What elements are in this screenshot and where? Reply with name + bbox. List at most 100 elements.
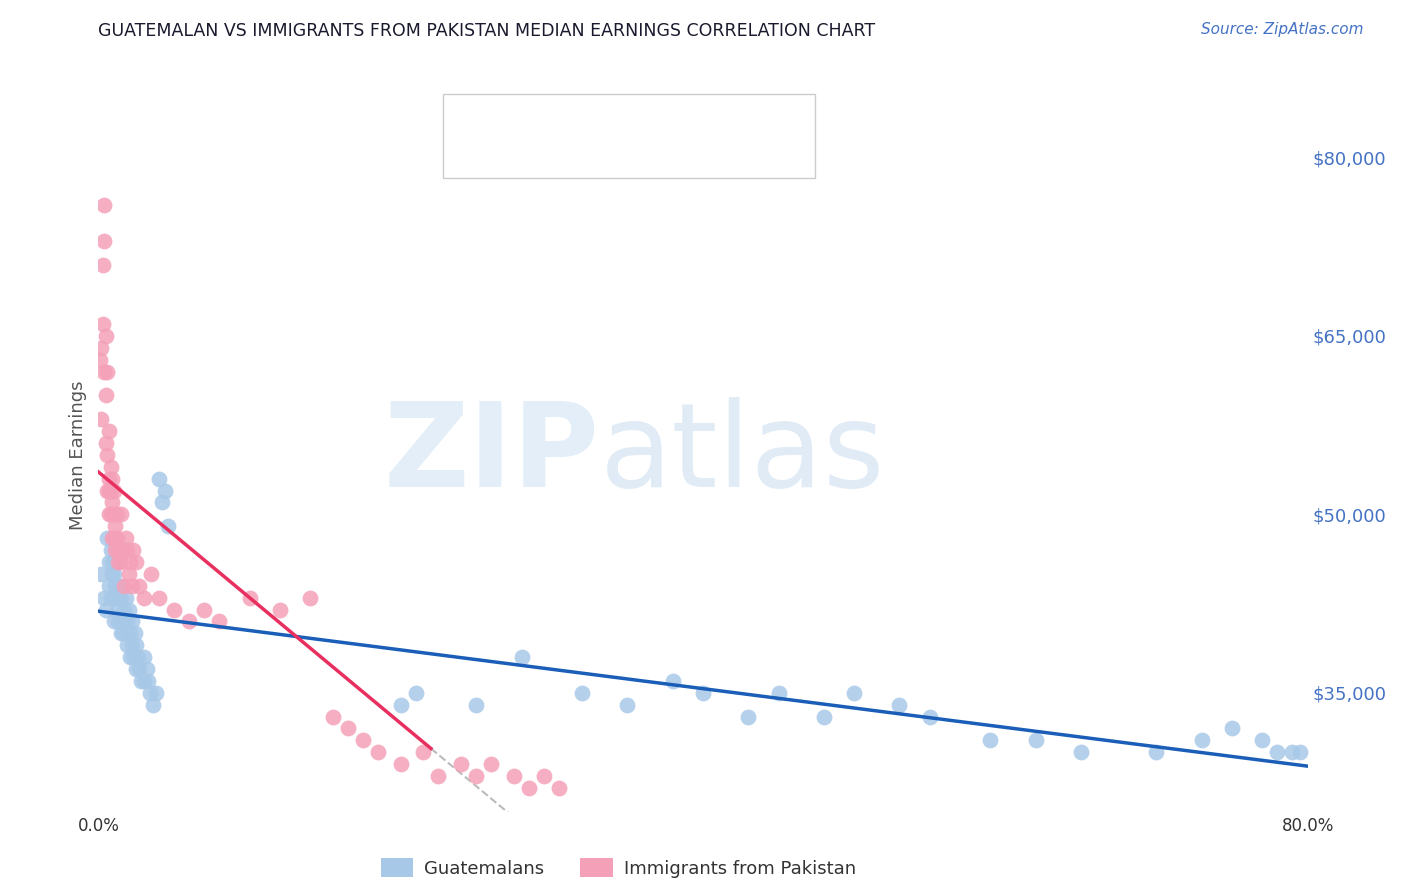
Point — [98, 424, 121, 438]
Point — [111, 543, 134, 558]
Point — [1289, 745, 1312, 759]
Point — [118, 566, 141, 581]
Point — [465, 698, 488, 712]
Point — [1281, 745, 1303, 759]
Text: -0.229: -0.229 — [533, 145, 598, 162]
Point — [352, 733, 374, 747]
Point — [148, 472, 170, 486]
Point — [98, 579, 121, 593]
Text: R =: R = — [499, 107, 538, 125]
Point — [107, 591, 129, 605]
Point — [105, 531, 128, 545]
Point — [145, 686, 167, 700]
Point — [465, 769, 488, 783]
Point — [100, 508, 122, 522]
Point — [104, 519, 127, 533]
Point — [96, 531, 118, 545]
Point — [510, 650, 533, 665]
Point — [135, 662, 157, 676]
Point — [105, 602, 128, 616]
Point — [108, 555, 131, 569]
Point — [129, 673, 152, 688]
Point — [103, 531, 125, 545]
Point — [517, 780, 540, 795]
Point — [108, 579, 131, 593]
Point — [101, 531, 124, 545]
Point — [269, 602, 291, 616]
Point — [122, 543, 145, 558]
Point — [96, 365, 118, 379]
Point — [1144, 745, 1167, 759]
Point — [115, 543, 138, 558]
Point — [127, 650, 149, 665]
Point — [110, 508, 132, 522]
Point — [91, 317, 114, 331]
Point — [125, 662, 148, 676]
Point — [208, 615, 231, 629]
Point — [1191, 733, 1213, 747]
Point — [101, 566, 124, 581]
Point — [107, 543, 129, 558]
Text: N =: N = — [614, 145, 654, 162]
Point — [979, 733, 1001, 747]
Point — [125, 555, 148, 569]
Point — [105, 508, 128, 522]
Point — [616, 698, 638, 712]
Point — [103, 566, 125, 581]
Point — [103, 615, 125, 629]
Point — [1220, 722, 1243, 736]
Point — [94, 436, 117, 450]
Point — [103, 591, 125, 605]
Point — [136, 673, 159, 688]
Point — [89, 352, 111, 367]
Point — [533, 769, 555, 783]
Point — [427, 769, 450, 783]
Point — [104, 543, 127, 558]
Point — [100, 543, 122, 558]
Text: 74: 74 — [648, 107, 673, 125]
Point — [813, 709, 835, 723]
Point — [91, 258, 114, 272]
Point — [918, 709, 941, 723]
Point — [239, 591, 262, 605]
Point — [98, 555, 121, 569]
Point — [90, 566, 112, 581]
Text: Source: ZipAtlas.com: Source: ZipAtlas.com — [1201, 22, 1364, 37]
Point — [1267, 745, 1289, 759]
Text: GUATEMALAN VS IMMIGRANTS FROM PAKISTAN MEDIAN EARNINGS CORRELATION CHART: GUATEMALAN VS IMMIGRANTS FROM PAKISTAN M… — [98, 22, 876, 40]
Legend: Guatemalans, Immigrants from Pakistan: Guatemalans, Immigrants from Pakistan — [374, 851, 863, 885]
Point — [548, 780, 571, 795]
Point — [150, 495, 173, 509]
Point — [110, 591, 132, 605]
Point — [100, 483, 122, 498]
Point — [128, 579, 150, 593]
Point — [104, 555, 127, 569]
Point — [450, 757, 472, 772]
Point — [93, 234, 115, 248]
Point — [322, 709, 344, 723]
Point — [571, 686, 593, 700]
Point — [179, 615, 201, 629]
Point — [96, 483, 118, 498]
Point — [118, 602, 141, 616]
Point — [121, 615, 143, 629]
Point — [111, 626, 134, 640]
Point — [94, 388, 117, 402]
Point — [121, 579, 143, 593]
Y-axis label: Median Earnings: Median Earnings — [69, 380, 87, 530]
Point — [115, 615, 138, 629]
Point — [124, 626, 146, 640]
Point — [114, 591, 136, 605]
Point — [163, 602, 186, 616]
Point — [112, 579, 135, 593]
Point — [120, 555, 142, 569]
Text: N =: N = — [614, 107, 654, 125]
Point — [142, 698, 165, 712]
Text: atlas: atlas — [600, 398, 886, 512]
Point — [103, 508, 125, 522]
Point — [132, 650, 155, 665]
Point — [107, 555, 129, 569]
Point — [389, 757, 412, 772]
Point — [93, 591, 115, 605]
Point — [1024, 733, 1046, 747]
